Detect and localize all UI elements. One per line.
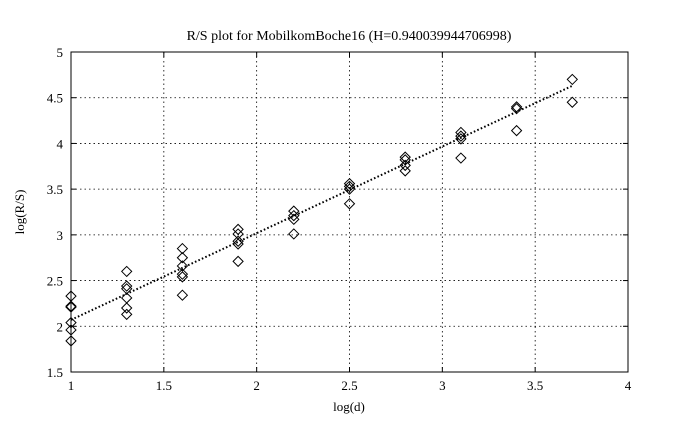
fit-line-group [70,84,573,321]
data-point-diamond [288,209,300,222]
grid [71,52,628,372]
data-point-diamond [232,238,244,250]
data-point-diamond [566,73,579,86]
data-point-diamond [176,271,189,283]
data-point-diamond [120,280,133,292]
x-tick-label: 3.5 [527,378,543,393]
data-point-diamond [399,151,411,163]
x-axis-label: log(d) [333,399,365,414]
data-point-diamond [455,126,467,139]
data-point-diamond [343,198,356,210]
data-point-diamond [510,102,523,115]
ticks: 1 1.5 2 2.5 3 3.5 4 1.5 2 2.5 3 3.5 4 4.5 5 [47,45,632,393]
data-point-diamond [232,255,244,268]
y-tick-label: 4.5 [47,91,63,106]
data-point-diamond [120,283,133,295]
data-point-diamond [176,268,189,280]
x-tick-label: 3 [439,378,446,393]
data-point-diamond [288,228,300,240]
data-point-diamond [120,308,133,321]
x-tick-label: 1 [68,378,75,393]
data-point-diamond [455,133,467,145]
data-point-diamond [399,154,411,166]
y-tick-label: 5 [57,45,64,60]
data-point-diamond [176,289,189,301]
data-point-diamond [510,124,523,137]
x-tick-label: 2 [253,378,260,393]
x-tick-label: 2.5 [341,378,357,393]
data-point-diamond [343,183,356,195]
x-tick-label: 4 [625,378,632,393]
y-tick-label: 2 [57,319,64,334]
y-tick-label: 2.5 [47,274,63,289]
fit-line [70,84,573,321]
data-point-diamond [510,101,523,113]
x-tick-label: 1.5 [156,378,172,393]
y-tick-label: 1.5 [47,365,63,380]
data-point-diamond [343,180,356,193]
data-point-diamond [176,242,189,255]
chart-title: R/S plot for MobilkomBoche16 (H=0.940039… [187,29,512,44]
y-tick-label: 3.5 [47,182,63,197]
data-point-diamond [288,205,300,217]
data-point-diamond [399,159,411,172]
data-point-diamond [120,302,133,314]
data-point-diamond [455,130,467,142]
data-point-diamond [120,265,133,278]
data-points-group [65,73,579,347]
y-tick-label: 3 [57,228,64,243]
data-point-diamond [343,177,356,190]
data-point-diamond [288,213,300,226]
data-point-diamond [232,223,244,236]
data-point-diamond [176,252,189,264]
data-point-diamond [455,152,467,164]
y-tick-label: 4 [57,136,64,151]
y-axis-label: log(R/S) [12,190,27,235]
data-point-diamond [176,260,189,272]
data-point-diamond [232,235,244,247]
data-point-diamond [566,96,579,108]
data-point-diamond [399,165,411,177]
